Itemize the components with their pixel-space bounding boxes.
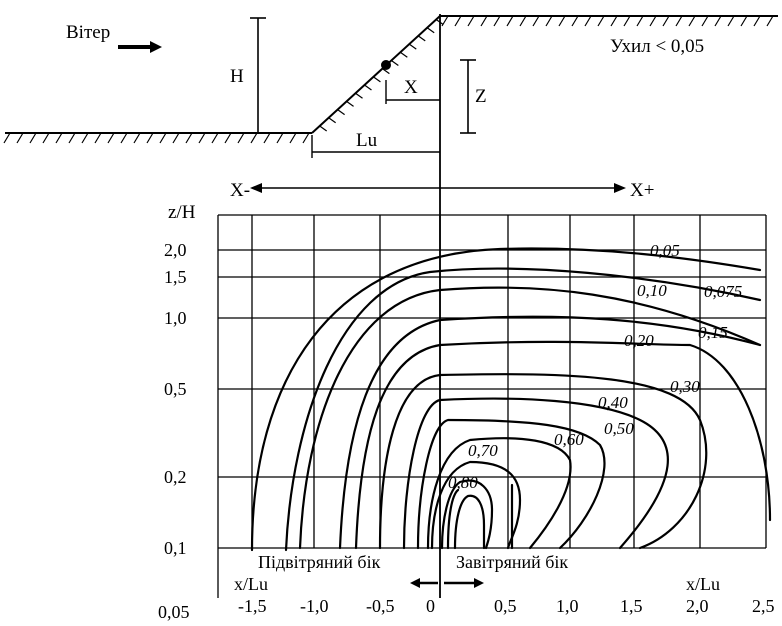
contour-0-50: [416, 418, 606, 550]
x-distance-label: X: [404, 77, 418, 98]
contour-labels: 0,05 0,075 0,10 0,15 0,20 0,30 0,40 0,50 0,60 0,7…: [448, 241, 742, 492]
z-height-label: Z: [475, 86, 487, 107]
contour-0-10: [298, 286, 762, 550]
x-tick-label: 0: [426, 596, 435, 616]
contour-label: 0,40: [598, 393, 628, 412]
downwind-side-label: Завітряний бік: [456, 552, 568, 572]
ground-hatching: [3, 15, 774, 144]
x-tick-label: 1,5: [620, 596, 643, 616]
y-tick-label: 2,0: [164, 240, 187, 260]
y-tick-label: 0,1: [164, 538, 187, 558]
x-axis-label-left: x/Lu: [234, 574, 268, 594]
contour-label: 0,70: [468, 441, 498, 460]
contour-0-80: [440, 479, 494, 550]
y-tick-label: 1,0: [164, 308, 187, 328]
contour-label: 0,15: [698, 323, 728, 342]
contour-inner-1: [453, 494, 486, 550]
contour-label: 0,075: [704, 282, 742, 301]
x-tick-label: 2,5: [752, 596, 775, 616]
contour-0-70: [430, 460, 522, 550]
y-axis-label: z/H: [168, 202, 196, 223]
y-tick-label: 0,2: [164, 467, 187, 487]
contour-0-60: [426, 437, 572, 550]
x-tick-label: 2,0: [686, 596, 709, 616]
contour-label: 0,20: [624, 331, 654, 350]
wind-label: Вітер: [66, 22, 110, 43]
chart-grid: [217, 214, 767, 598]
x-tick-label: 0,5: [494, 596, 517, 616]
x-tick-label: -1,0: [300, 596, 329, 616]
upwind-side-label: Підвітряний бік: [258, 552, 381, 572]
x-plus-label: X+: [630, 180, 654, 201]
contour-label: 0,50: [604, 419, 634, 438]
contour-0-30: [378, 373, 708, 550]
slope-label: Ухил < 0,05: [610, 36, 704, 57]
x-tick-labels: -1,5 -1,0 -0,5 0 0,5 1,0 1,5 2,0 2,5: [238, 596, 775, 616]
x-tick-label: -1,5: [238, 596, 267, 616]
contour-inner-2: [446, 488, 460, 550]
contour-0-05: [250, 247, 762, 552]
x-tick-label: 1,0: [556, 596, 579, 616]
contour-label: 0,30: [670, 377, 700, 396]
slope-line: [311, 15, 441, 134]
contour-label: 0,05: [650, 241, 680, 260]
contour-label: 0,80: [448, 473, 478, 492]
x-minus-label: X-: [230, 180, 250, 201]
contour-label: 0,60: [554, 430, 584, 449]
contour-0-40: [402, 397, 669, 550]
y-tick-label: 1,5: [164, 267, 187, 287]
x-tick-label: -0,5: [366, 596, 395, 616]
y-tick-labels: 2,0 1,5 1,0 0,5 0,2 0,1 0,05: [158, 240, 190, 622]
y-tick-label: 0,5: [164, 379, 187, 399]
contour-label: 0,10: [637, 281, 667, 300]
y-tick-label: 0,05: [158, 602, 190, 622]
lu-label: Lu: [356, 130, 378, 151]
contour-0-075: [284, 267, 762, 552]
escarpment-schematic: [3, 14, 778, 598]
height-label: H: [230, 66, 244, 87]
side-arrows: [410, 578, 484, 588]
contour-0-15: [338, 315, 762, 550]
contour-lines: [250, 247, 772, 552]
x-axis-label-right: x/Lu: [686, 574, 720, 594]
contour-0-20: [354, 340, 772, 550]
measurement-point: [381, 60, 391, 70]
